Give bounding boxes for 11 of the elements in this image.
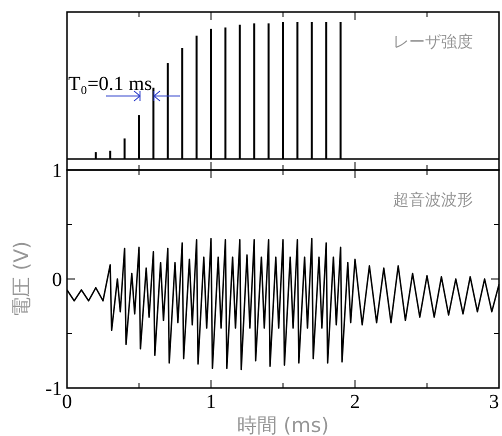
y-tick-label: -1 (45, 378, 62, 400)
annotation: T₀=0.1 ms (68, 73, 152, 95)
x-axis-title: 時間 (ms) (237, 413, 329, 436)
x-tick-label: 2 (350, 391, 360, 413)
x-tick-label: 3 (489, 391, 499, 413)
annotation: レーザ強度 (393, 32, 473, 51)
y-tick-label: 0 (52, 269, 62, 291)
annotation: 超音波波形 (393, 190, 473, 209)
y-axis-title: 電圧 (V) (9, 241, 33, 317)
y-tick-label: 1 (52, 160, 62, 182)
x-tick-label: 1 (206, 391, 216, 413)
